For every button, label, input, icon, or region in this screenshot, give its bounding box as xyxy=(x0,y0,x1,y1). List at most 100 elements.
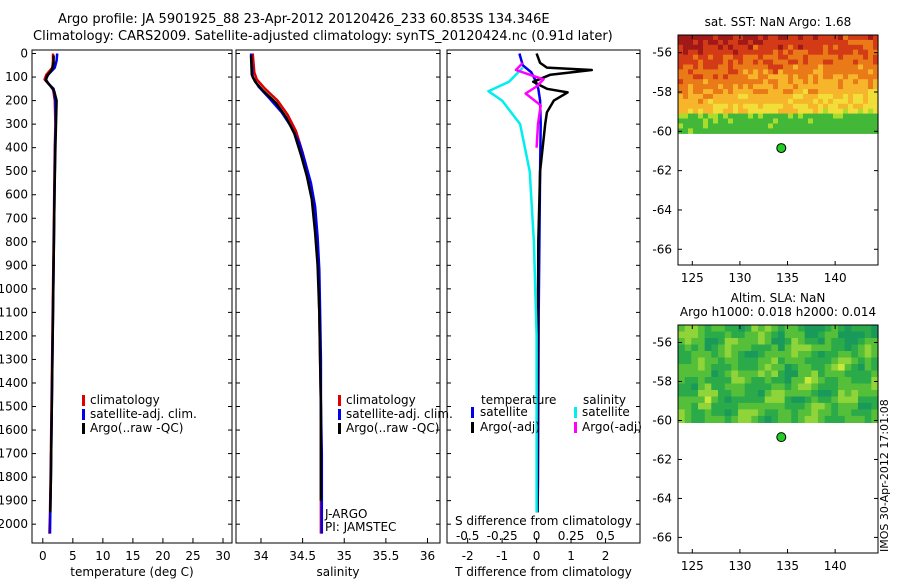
map-cell xyxy=(803,44,809,51)
map-cell xyxy=(693,35,699,41)
map-cell xyxy=(813,49,819,56)
map-cell xyxy=(748,44,754,51)
map-cell xyxy=(753,118,759,124)
annotation-label: PI: JAMSTEC xyxy=(325,520,396,534)
map-cell xyxy=(813,89,819,95)
map-cell xyxy=(768,98,774,105)
map-cell xyxy=(848,35,854,41)
x-tick-label: 0 xyxy=(533,549,541,563)
map-cell xyxy=(868,69,874,75)
map-cell xyxy=(824,383,832,391)
map-cell xyxy=(848,59,854,66)
map-sla_map xyxy=(677,324,879,554)
x-tick-label: 36 xyxy=(420,549,435,563)
map-cell xyxy=(788,44,794,51)
map-cell xyxy=(748,69,754,75)
map-cell xyxy=(698,44,704,51)
map-cell xyxy=(678,79,684,85)
map-cell xyxy=(718,325,726,333)
map-cell xyxy=(708,108,714,115)
map-cell xyxy=(698,108,704,115)
map-cell xyxy=(723,64,729,70)
map-cell xyxy=(843,39,849,46)
map-cell xyxy=(703,44,709,51)
map-cell xyxy=(808,118,814,124)
map-cell xyxy=(773,35,779,41)
map-cell xyxy=(838,103,844,110)
map-cell xyxy=(828,54,834,61)
map-cell xyxy=(853,74,859,80)
map-cell xyxy=(743,54,749,61)
map-cell xyxy=(713,59,719,66)
map-cell xyxy=(698,370,706,378)
map-cell xyxy=(864,402,872,410)
map-cell xyxy=(788,69,794,75)
map-cell xyxy=(843,103,849,110)
map-cell xyxy=(813,84,819,90)
map-cell xyxy=(724,344,732,352)
map-cell xyxy=(811,344,819,352)
map-cell xyxy=(871,370,879,378)
map-cell xyxy=(764,325,772,333)
map-cell xyxy=(831,370,839,378)
map-cell xyxy=(853,54,859,61)
map-cell xyxy=(873,98,879,105)
y-tick-label: -56 xyxy=(652,336,672,350)
map-cell xyxy=(744,331,752,339)
map-cell xyxy=(728,39,734,46)
map-cell xyxy=(758,118,764,124)
map-cell xyxy=(683,59,689,66)
map-cell xyxy=(818,98,824,105)
map-cell xyxy=(763,103,769,110)
map-cell xyxy=(768,59,774,66)
map-cell xyxy=(688,89,694,95)
map-cell xyxy=(793,118,799,124)
map-cell xyxy=(823,108,829,115)
map-cell xyxy=(743,94,749,100)
map-cell xyxy=(868,49,874,56)
map-cell xyxy=(798,39,804,46)
map-cell xyxy=(758,89,764,95)
map-cell xyxy=(831,364,839,372)
map-cell xyxy=(713,35,719,41)
map-cell xyxy=(843,89,849,95)
map-cell xyxy=(683,98,689,105)
map-cell xyxy=(698,35,704,41)
map-cell xyxy=(724,351,732,359)
map-cell xyxy=(738,364,746,372)
map-cell xyxy=(868,84,874,90)
map-cell xyxy=(743,79,749,85)
map-cell xyxy=(678,54,684,61)
map-cell xyxy=(818,79,824,85)
y-tick-label: -66 xyxy=(652,530,672,544)
map-cell xyxy=(718,54,724,61)
map-cell xyxy=(813,64,819,70)
x-tick-label: 140 xyxy=(824,559,847,573)
map-cell xyxy=(848,113,854,120)
map-cell xyxy=(793,64,799,70)
map-cell xyxy=(773,79,779,85)
map-cell xyxy=(828,128,834,134)
map-cell xyxy=(864,415,872,423)
x2-axis-label: S difference from climatology xyxy=(455,514,632,528)
map-cell xyxy=(751,351,759,359)
map-cell xyxy=(778,344,786,352)
map-cell xyxy=(804,364,812,372)
map-cell xyxy=(763,49,769,56)
map-title: Altim. SLA: NaN xyxy=(731,291,826,305)
map-cell xyxy=(778,103,784,110)
map-cell xyxy=(873,79,879,85)
map-cell xyxy=(683,74,689,80)
map-cell xyxy=(771,415,779,423)
map-cell xyxy=(798,351,806,359)
map-cell xyxy=(703,113,709,120)
map-cell xyxy=(863,69,869,75)
map-cell xyxy=(713,113,719,120)
map-cell xyxy=(833,54,839,61)
map-cell xyxy=(768,94,774,100)
map-cell xyxy=(793,49,799,56)
map-cell xyxy=(704,402,712,410)
map-cell xyxy=(793,59,799,66)
map-cell xyxy=(723,35,729,41)
map-cell xyxy=(864,338,872,346)
